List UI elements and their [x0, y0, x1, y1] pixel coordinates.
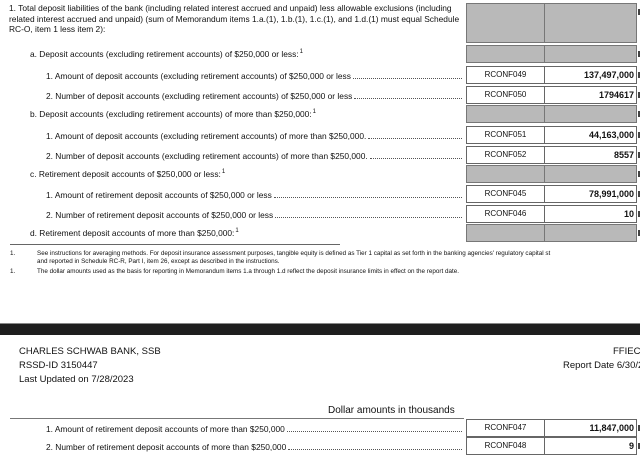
line-item-row: 2. Number of deposit accounts (excluding… [46, 150, 462, 161]
units-rule [10, 418, 464, 419]
line-item-value: 9 [544, 437, 637, 455]
line-item-row: 1. Amount of deposit accounts (excluding… [46, 130, 462, 141]
memo-subheading-text: a. Deposit accounts (excluding retiremen… [30, 49, 299, 59]
bank-name: CHARLES SCHWAB BANK, SSB [19, 346, 161, 357]
row-marker [638, 111, 640, 117]
footnote-ref: 1 [235, 228, 239, 234]
rssd-id: RSSD-ID 3150447 [19, 360, 98, 371]
line-item-row: 1. Amount of retirement deposit accounts… [46, 423, 462, 434]
mdrm-code: RCONF052 [466, 146, 545, 164]
footnote-rule [10, 244, 340, 245]
row-marker [638, 51, 640, 57]
report-date: Report Date 6/30/2 [563, 360, 640, 371]
line-item-row: 2. Number of retirement deposit accounts… [46, 209, 462, 220]
memo-subheading: b. Deposit accounts (excluding retiremen… [30, 109, 316, 119]
mdrm-code: RCONF046 [466, 205, 545, 223]
line-item-label: 1. Amount of retirement deposit accounts… [46, 190, 272, 200]
footnote-ref: 1 [312, 109, 316, 115]
footnote-ref: 1 [299, 49, 303, 55]
mdrm-code: RCONF047 [466, 419, 545, 437]
shaded-cell [466, 45, 545, 63]
line-item-label: 1. Amount of deposit accounts (excluding… [46, 131, 367, 141]
memo-subheading-text: c. Retirement deposit accounts of $250,0… [30, 169, 221, 179]
footnote-text: The dollar amounts used as the basis for… [37, 268, 460, 275]
line-item-value: 137,497,000 [544, 66, 637, 84]
leader-dots [286, 431, 462, 432]
memo-subheading-text: d. Retirement deposit accounts of more t… [30, 228, 235, 238]
line-item-label: 2. Number of retirement deposit accounts… [46, 210, 274, 220]
line-item-label: 1. Amount of retirement deposit accounts… [46, 424, 285, 434]
form-name: FFIEC [613, 346, 640, 357]
mdrm-code: RCONF048 [466, 437, 545, 455]
row-marker [638, 211, 640, 217]
shaded-cell [466, 224, 545, 242]
row-marker [638, 72, 640, 78]
line-item-value: 11,847,000 [544, 419, 637, 437]
line-item-value: 1794617 [544, 86, 637, 104]
line-item-label: 2. Number of retirement deposit accounts… [46, 442, 287, 452]
footnote-ref: 1 [221, 169, 226, 175]
row-marker [638, 9, 640, 15]
units-label: Dollar amounts in thousands [328, 405, 455, 416]
row-marker [638, 152, 640, 158]
footnote-text: and reported in Schedule RC-R, Part I, i… [37, 258, 280, 265]
mdrm-code: RCONF049 [466, 66, 545, 84]
row-marker [638, 132, 640, 138]
mdrm-code: RCONF050 [466, 86, 545, 104]
row-marker [638, 230, 640, 236]
line-item-row: 2. Number of retirement deposit accounts… [46, 441, 462, 452]
line-item-value: 44,163,000 [544, 126, 637, 144]
row-marker [638, 92, 640, 98]
shaded-cell [544, 105, 637, 123]
line-item-label: 2. Number of deposit accounts (excluding… [46, 151, 368, 161]
shaded-cell [466, 105, 545, 123]
line-item-row: 1. Amount of retirement deposit accounts… [46, 189, 462, 200]
line-item-label: 1. Amount of deposit accounts (excluding… [46, 71, 351, 81]
shaded-cell [466, 3, 545, 43]
row-marker [638, 443, 640, 449]
shaded-cell [466, 165, 545, 183]
line-item-value: 8557 [544, 146, 637, 164]
page-break-bar [0, 323, 640, 335]
mdrm-code: RCONF045 [466, 185, 545, 203]
shaded-cell [544, 165, 637, 183]
leader-dots [368, 138, 462, 139]
shaded-cell [544, 3, 637, 43]
row-marker [638, 171, 640, 177]
memo-subheading: d. Retirement deposit accounts of more t… [30, 228, 239, 238]
row-marker [638, 191, 640, 197]
shaded-cell [544, 45, 637, 63]
leader-dots [288, 449, 462, 450]
line-item-value: 10 [544, 205, 637, 223]
leader-dots [354, 98, 462, 99]
memo-subheading: c. Retirement deposit accounts of $250,0… [30, 169, 225, 179]
leader-dots [352, 78, 462, 79]
shaded-cell [544, 224, 637, 242]
line-item-row: 2. Number of deposit accounts (excluding… [46, 90, 462, 101]
line-item-row: 1. Amount of deposit accounts (excluding… [46, 70, 462, 81]
footnote-text: See instructions for averaging methods. … [37, 250, 551, 257]
footnote-number: 1. [10, 250, 16, 257]
leader-dots [273, 197, 462, 198]
last-updated: Last Updated on 7/28/2023 [19, 374, 134, 385]
memo-subheading: a. Deposit accounts (excluding retiremen… [30, 49, 303, 59]
line-item-value: 78,991,000 [544, 185, 637, 203]
memo-subheading-text: b. Deposit accounts (excluding retiremen… [30, 109, 312, 119]
row-marker [638, 425, 640, 431]
leader-dots [275, 217, 462, 218]
leader-dots [369, 158, 462, 159]
memo-heading: 1. Total deposit liabilities of the bank… [9, 3, 460, 34]
mdrm-code: RCONF051 [466, 126, 545, 144]
footnote-number: 1. [10, 268, 16, 275]
line-item-label: 2. Number of deposit accounts (excluding… [46, 91, 353, 101]
